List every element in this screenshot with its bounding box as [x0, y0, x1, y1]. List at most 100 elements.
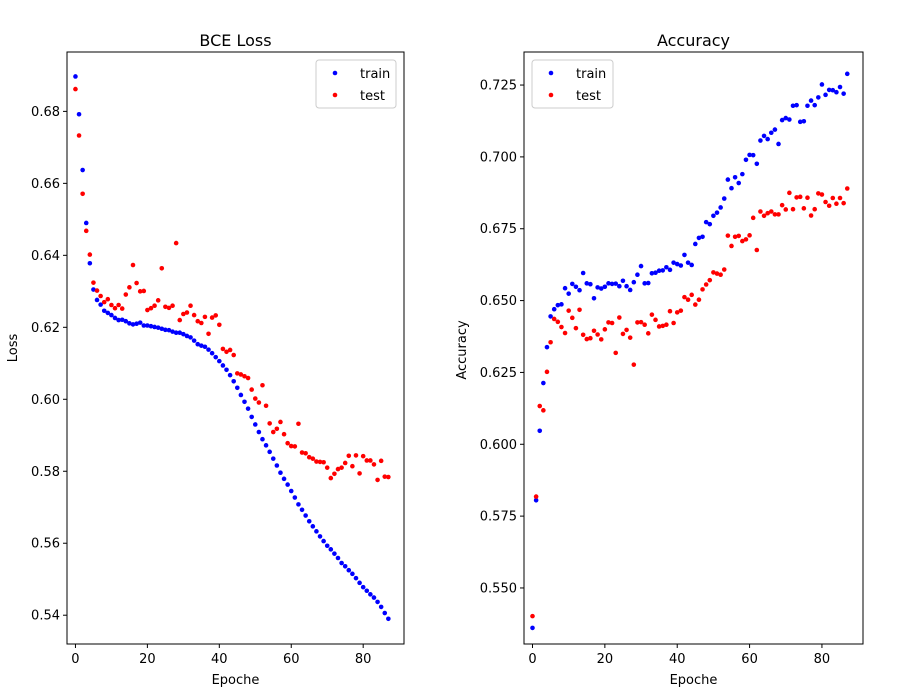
loss-train-point: [296, 502, 301, 507]
accuracy-train-point: [544, 344, 550, 350]
loss-legend-marker-test: [332, 92, 338, 98]
loss-train-point: [242, 399, 247, 405]
accuracy-train-point: [747, 152, 752, 158]
loss-test-point: [335, 466, 341, 472]
loss-x-tick-label: 80: [355, 652, 372, 667]
loss-train-point: [220, 363, 226, 368]
loss-test-point: [148, 305, 154, 311]
loss-test-point: [256, 400, 262, 405]
accuracy-test-point: [743, 237, 749, 242]
loss-train-point: [173, 330, 179, 336]
accuracy-train-point: [580, 270, 586, 276]
loss-test-point: [238, 372, 244, 377]
accuracy-test-point: [577, 307, 582, 313]
accuracy-train-point: [707, 221, 713, 227]
loss-test-point: [360, 453, 366, 459]
accuracy-train-point: [685, 260, 691, 265]
accuracy-test-point: [664, 322, 669, 328]
loss-train-point: [249, 414, 254, 420]
accuracy-y-tick-label: 0.675: [480, 222, 517, 237]
loss-test-point: [288, 443, 294, 449]
loss-test-point: [263, 403, 269, 409]
accuracy-x-tick-label: 0: [528, 652, 536, 667]
loss-train-point: [195, 341, 201, 347]
loss-train-point: [317, 534, 323, 539]
loss-x-tick-label: 40: [211, 652, 228, 667]
accuracy-test-point: [595, 332, 600, 337]
accuracy-train-point: [819, 82, 825, 87]
accuracy-train-point: [598, 286, 604, 291]
accuracy-test-point: [530, 613, 535, 619]
loss-test-point: [274, 426, 280, 432]
loss-train-point: [234, 385, 240, 391]
accuracy-test-point: [696, 297, 702, 303]
loss-test-point: [252, 396, 258, 401]
loss-test-point: [73, 86, 78, 92]
accuracy-train-point: [801, 118, 807, 124]
accuracy-train-point: [772, 127, 778, 132]
loss-train-point: [310, 524, 316, 529]
accuracy-test-point: [678, 308, 684, 313]
loss-test-point: [188, 303, 193, 309]
accuracy-train-point: [627, 287, 633, 293]
accuracy-train-point: [700, 234, 705, 240]
accuracy-train-point: [711, 213, 716, 219]
loss-test-point: [224, 349, 229, 355]
loss-chart-title: BCE Loss: [199, 31, 271, 50]
loss-test-point: [94, 288, 100, 293]
accuracy-train-point: [787, 117, 792, 122]
accuracy-legend-marker-train: [548, 70, 554, 76]
loss-test-point: [80, 191, 85, 197]
loss-test-point: [199, 320, 204, 326]
accuracy-train-point: [559, 302, 564, 307]
accuracy-test-point: [667, 308, 673, 314]
loss-test-point: [159, 265, 165, 271]
loss-test-point: [234, 371, 240, 376]
accuracy-train-point: [797, 119, 803, 125]
accuracy-test-point: [772, 212, 778, 217]
loss-test-point: [332, 471, 337, 477]
accuracy-x-axis-label: Epoche: [670, 673, 718, 688]
accuracy-test-point: [627, 335, 633, 340]
accuracy-train-point: [653, 270, 658, 276]
accuracy-test-point: [830, 195, 836, 201]
loss-test-point: [267, 421, 272, 426]
accuracy-test-point: [823, 199, 828, 205]
accuracy-test-point: [740, 238, 745, 244]
accuracy-test-point: [624, 327, 629, 333]
loss-train-point: [285, 482, 290, 487]
loss-test-point: [303, 450, 308, 456]
accuracy-x-tick-label: 60: [741, 652, 758, 667]
accuracy-test-point: [649, 312, 655, 317]
loss-train-point: [209, 350, 215, 356]
loss-test-point: [184, 310, 190, 315]
accuracy-x-tick-label: 40: [669, 652, 686, 667]
accuracy-train-point: [750, 152, 756, 158]
loss-y-axis: 0.54 0.56 0.58 0.60 0.62 0.64 0.66 0.68: [31, 105, 67, 624]
accuracy-train-point: [736, 180, 742, 186]
loss-axes-frame: [66, 51, 405, 645]
loss-test-point: [141, 288, 147, 294]
accuracy-axes-frame: [523, 51, 864, 645]
loss-train-point: [378, 604, 384, 610]
accuracy-test-point: [580, 332, 586, 338]
loss-test-point: [202, 314, 208, 320]
accuracy-y-tick-label: 0.625: [480, 366, 517, 381]
loss-train-point: [123, 318, 129, 324]
accuracy-train-point: [776, 141, 781, 147]
loss-train-point: [335, 555, 341, 561]
accuracy-test-point: [841, 200, 846, 206]
loss-plot-area: [73, 74, 391, 622]
loss-train-point: [130, 322, 136, 327]
accuracy-x-axis: 0 20 40 60 80: [528, 644, 830, 667]
loss-train-point: [87, 260, 93, 266]
accuracy-test-point: [801, 206, 807, 211]
loss-test-point: [310, 456, 316, 461]
loss-train-point: [256, 429, 262, 435]
accuracy-test-point: [714, 271, 720, 276]
accuracy-test-point: [555, 319, 561, 325]
accuracy-test-point: [707, 277, 713, 283]
loss-train-point: [350, 571, 355, 577]
loss-legend-marker-train: [332, 70, 338, 76]
